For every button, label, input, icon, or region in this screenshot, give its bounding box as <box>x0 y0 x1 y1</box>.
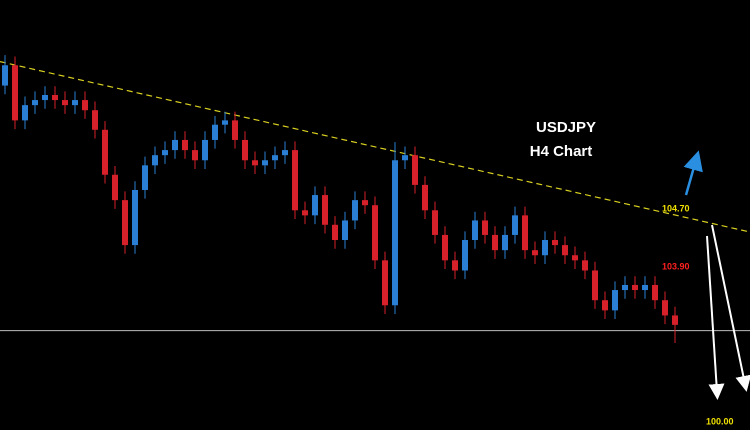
candle-body <box>222 120 228 125</box>
price-label: 104.70 <box>662 203 690 213</box>
candle-body <box>442 234 448 261</box>
candle-body <box>392 160 398 306</box>
candle-body <box>672 315 678 325</box>
candle-body <box>282 150 288 156</box>
candle-body <box>112 174 118 201</box>
price-label: 100.00 <box>706 416 734 426</box>
candle-body <box>552 240 558 246</box>
candle-body <box>612 290 618 311</box>
trendline <box>0 61 750 233</box>
chart-title: USDJPY <box>536 119 596 136</box>
candle-body <box>162 150 168 156</box>
candle-body <box>452 260 458 271</box>
up-arrow <box>683 150 703 196</box>
candle-body <box>632 284 638 291</box>
candle-body <box>592 270 598 301</box>
candle-body <box>382 260 388 306</box>
candle-body <box>582 260 588 271</box>
price-label: 103.90 <box>662 261 690 271</box>
candle-body <box>72 100 78 106</box>
candle-body <box>232 120 238 140</box>
candle-body <box>2 65 8 86</box>
candle-body <box>422 184 428 211</box>
candle-body <box>562 245 568 256</box>
candle-body <box>322 195 328 225</box>
candle-body <box>62 100 68 106</box>
candle-body <box>172 139 178 151</box>
candle-body <box>32 100 38 106</box>
candle-body <box>472 220 478 241</box>
candle-body <box>512 215 518 235</box>
candle-body <box>42 94 48 101</box>
candle-body <box>212 124 218 140</box>
candle-body <box>462 240 468 271</box>
candle-body <box>292 150 298 211</box>
candle-body <box>522 215 528 251</box>
candle-body <box>662 300 668 316</box>
candle-body <box>272 155 278 161</box>
candle-body <box>182 139 188 151</box>
candle-body <box>192 150 198 161</box>
candle-body <box>92 110 98 130</box>
candle-body <box>412 155 418 185</box>
candle-body <box>142 165 148 190</box>
chart-subtitle: H4 Chart <box>530 143 593 160</box>
down-arrow <box>711 224 750 392</box>
candle-body <box>82 100 88 111</box>
candle-body <box>492 234 498 251</box>
candle-body <box>312 195 318 216</box>
candle-body <box>12 65 18 121</box>
candle-body <box>352 200 358 221</box>
candle-body <box>132 189 138 246</box>
candle-body <box>332 224 338 241</box>
candle-body <box>252 160 258 166</box>
candle-body <box>402 155 408 161</box>
candle-body <box>642 284 648 291</box>
candle-body <box>202 139 208 161</box>
candle-body <box>22 105 28 121</box>
candle-body <box>52 94 58 101</box>
candle-body <box>602 300 608 311</box>
candle-body <box>432 210 438 235</box>
candle-body <box>302 210 308 216</box>
candle-body <box>532 250 538 256</box>
candle-body <box>482 220 488 235</box>
candle-body <box>652 284 658 301</box>
candle-body <box>152 155 158 166</box>
candle-body <box>242 139 248 161</box>
candle-body <box>572 255 578 261</box>
candle-body <box>622 284 628 291</box>
candle-body <box>122 200 128 246</box>
candle-body <box>262 160 268 166</box>
candle-body <box>542 240 548 256</box>
candle-body <box>342 220 348 241</box>
candle-body <box>102 129 108 175</box>
candle-body <box>502 234 508 251</box>
candle-body <box>362 200 368 206</box>
down-arrow <box>706 235 725 400</box>
candle-body <box>372 205 378 261</box>
